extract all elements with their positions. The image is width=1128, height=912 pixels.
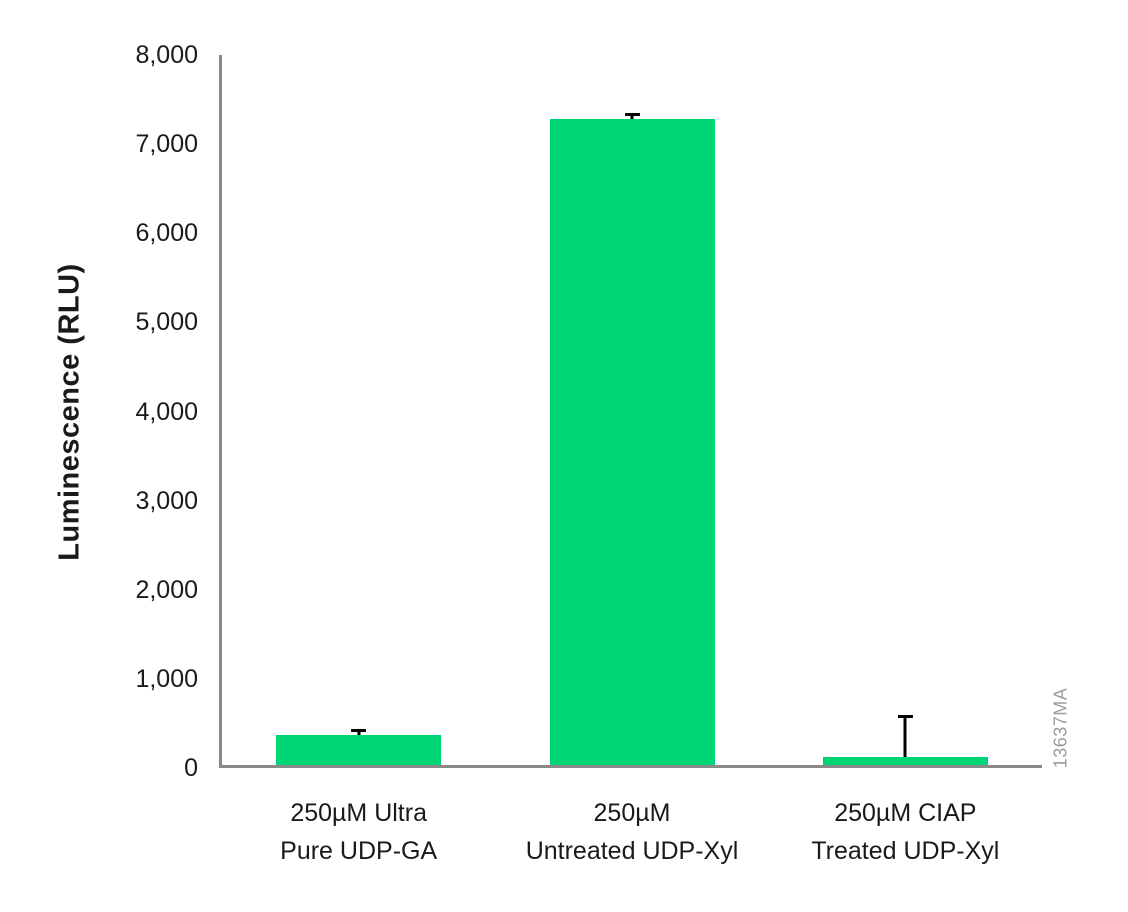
y-tick-label: 0 [184, 754, 198, 782]
x-category-label: 250µM Untreated UDP-Xyl [525, 799, 739, 865]
error-bar-stem [903, 714, 907, 758]
y-tick-label: 4,000 [135, 397, 198, 426]
y-tick-label: 7,000 [135, 130, 198, 159]
x-category-label: 250µM Ultra Pure UDP-GA [280, 799, 438, 865]
y-tick-label: 2,000 [135, 575, 198, 604]
y-tick-label: 6,000 [135, 219, 198, 248]
error-bar-cap [351, 729, 367, 733]
y-tick-label: 5,000 [135, 308, 198, 337]
error-bar [351, 729, 367, 735]
watermark-text: 13637MA [1050, 687, 1071, 769]
error-bar [624, 113, 640, 120]
y-tick-label: 1,000 [135, 664, 198, 693]
y-tick-label: 3,000 [135, 486, 198, 515]
x-category-label: 250µM CIAP Treated UDP-Xyl [811, 799, 1000, 865]
bar [549, 119, 715, 765]
error-bar-cap [624, 113, 640, 117]
bar [822, 757, 988, 765]
y-tick-label: 8,000 [135, 41, 198, 69]
error-bar-cap [897, 714, 913, 718]
error-bar [897, 714, 913, 758]
bar [276, 735, 442, 765]
plot-area [219, 55, 1042, 768]
